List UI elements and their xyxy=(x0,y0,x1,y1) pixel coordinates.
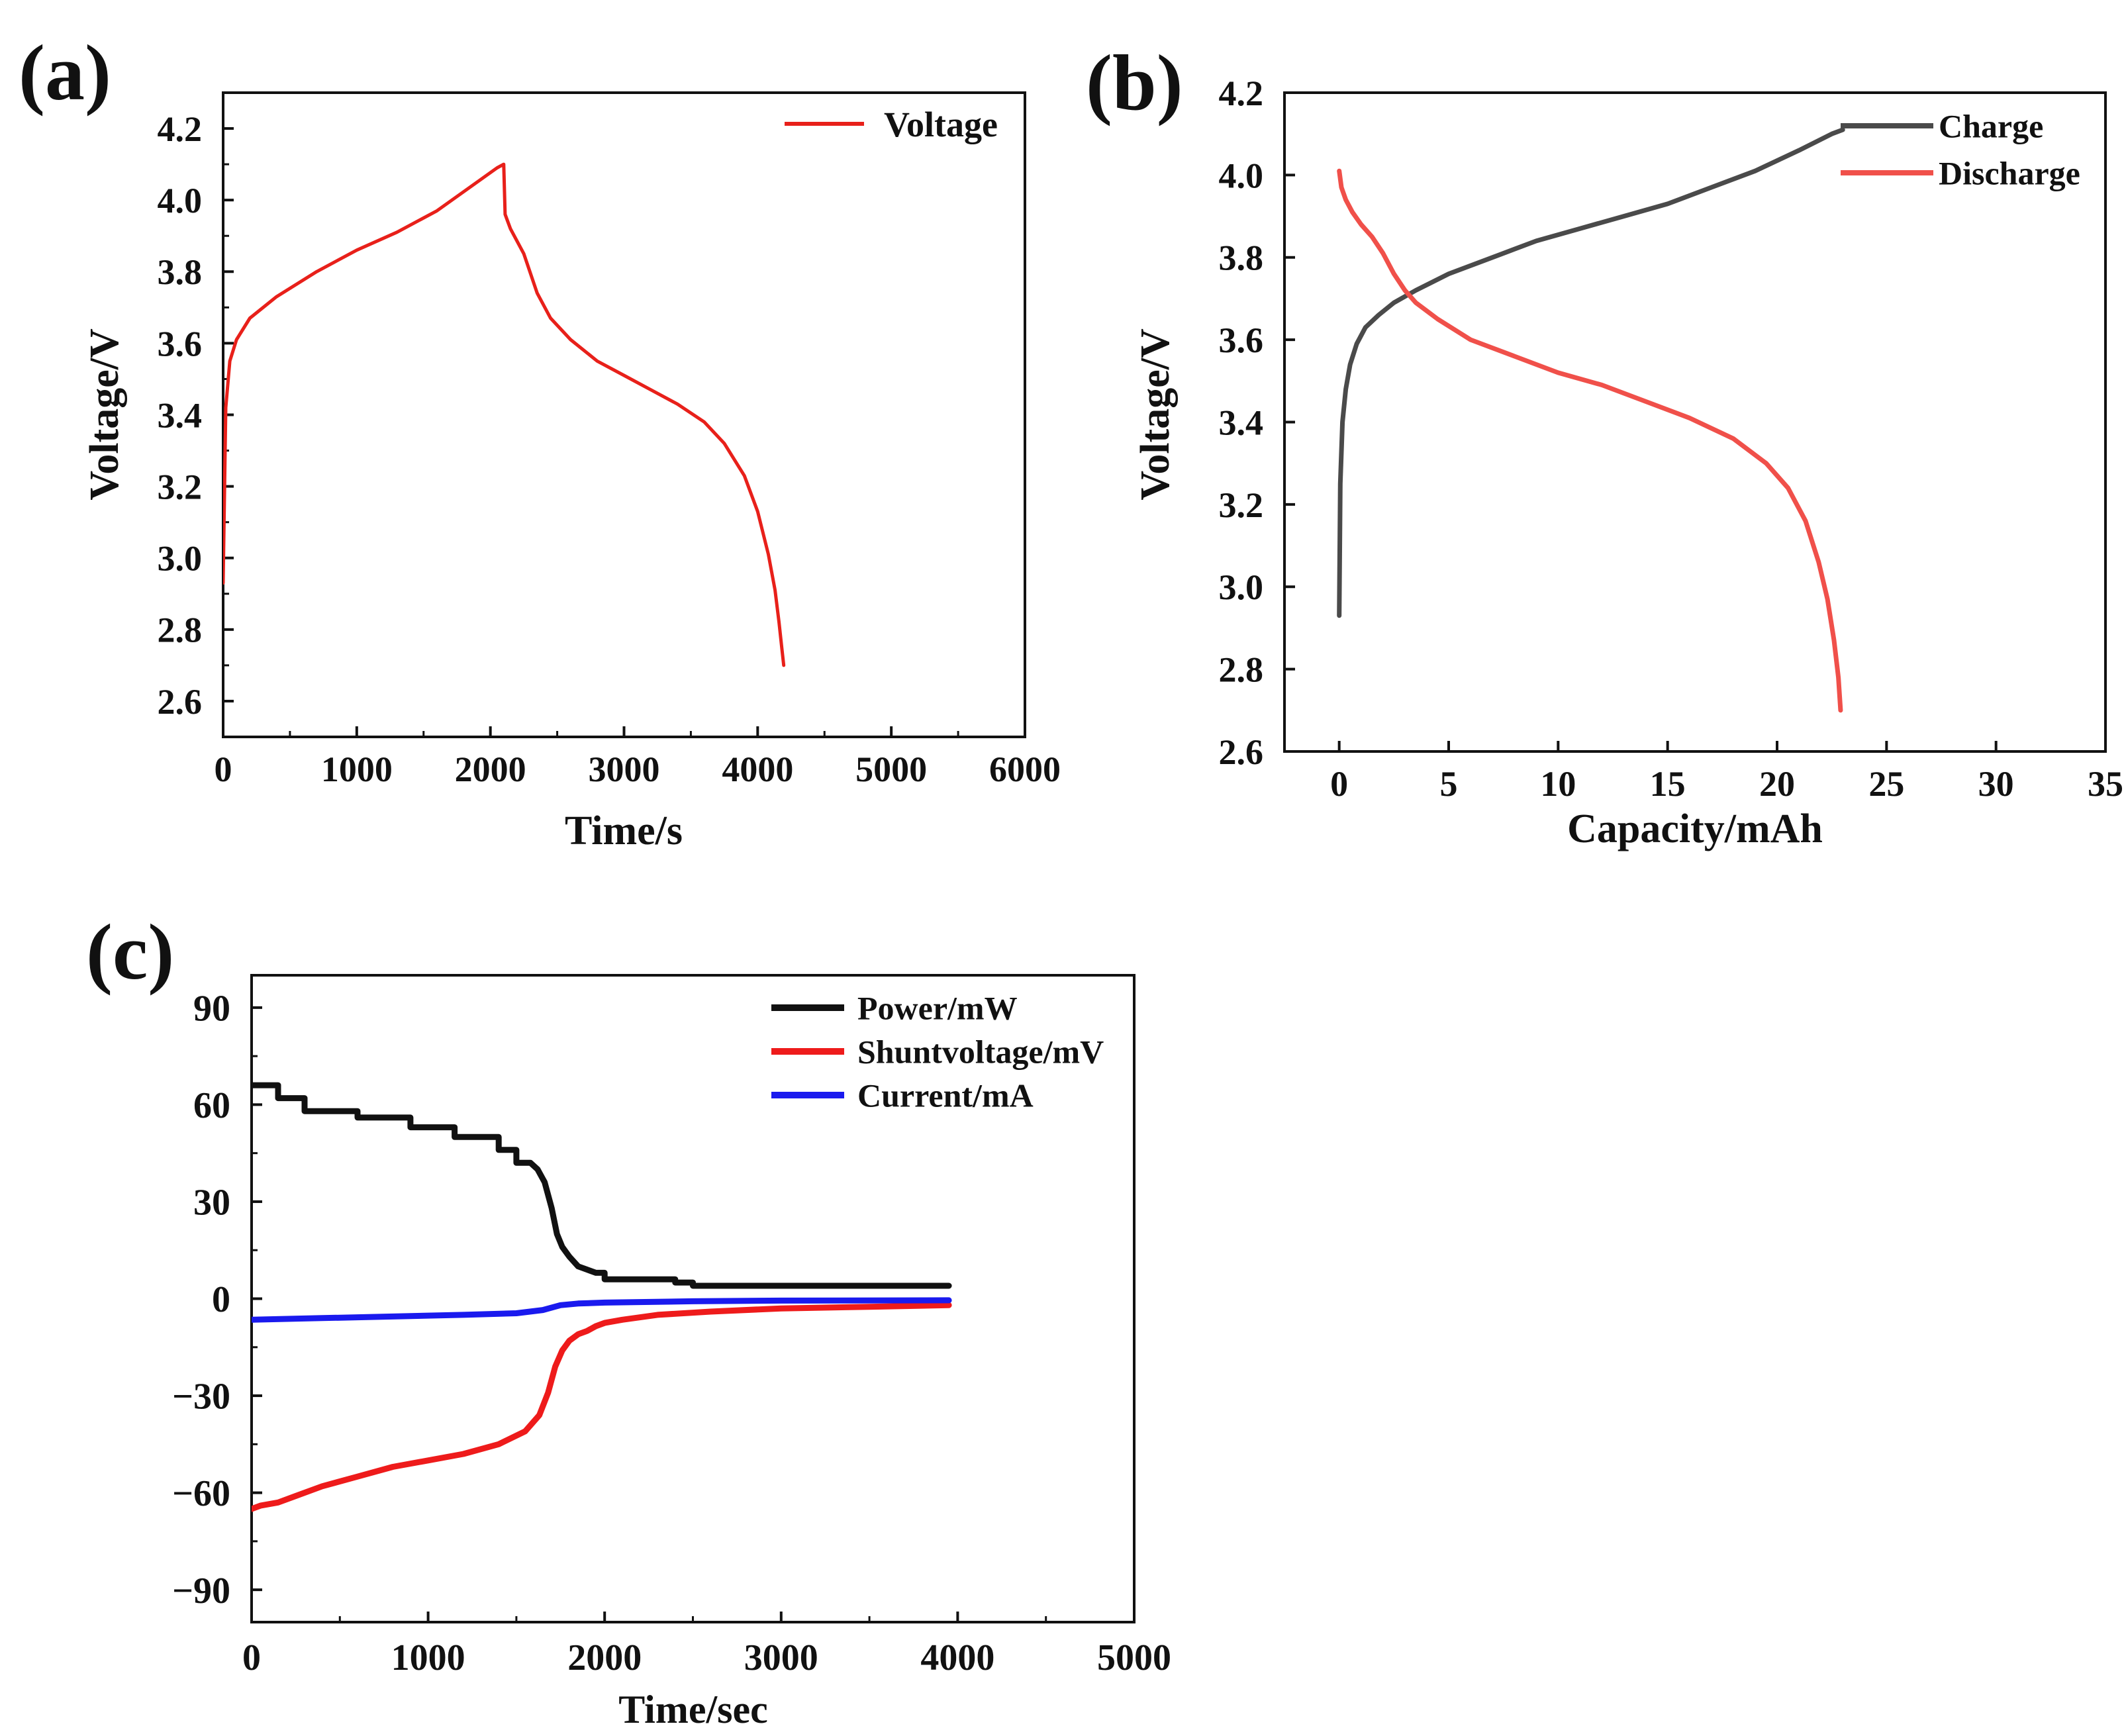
x-tick-label: 3000 xyxy=(744,1637,818,1678)
x-axis-label: Capacity/mAh xyxy=(1567,806,1823,851)
y-tick-label: 4.2 xyxy=(1219,73,1264,113)
y-tick-label: 30 xyxy=(193,1182,230,1224)
legend-label: Shuntvoltage/mV xyxy=(857,1034,1104,1071)
y-tick-label: 3.2 xyxy=(158,467,203,507)
series-line-discharge xyxy=(1337,168,1843,713)
x-tick-label: 2000 xyxy=(567,1637,642,1678)
y-tick-label: 4.0 xyxy=(1219,156,1264,195)
y-tick-label: 2.6 xyxy=(1219,732,1264,772)
y-tick-label: 3.0 xyxy=(158,539,203,579)
legend-label: Charge xyxy=(1939,108,2043,145)
y-tick-label: 3.8 xyxy=(158,252,203,292)
x-tick-label: 10 xyxy=(1540,764,1576,804)
panel-c-label: (c) xyxy=(86,908,174,996)
panel-a-chart: (a) 0 1000 2000 3000 4000 5000 6000 2.6 2.8 3.0 3.… xyxy=(19,28,1061,853)
y-tick-label: −90 xyxy=(172,1570,230,1612)
legend-label: Voltage xyxy=(884,105,998,144)
series-line-voltage xyxy=(223,162,786,667)
y-tick-label: 3.4 xyxy=(1219,403,1264,442)
y-tick-label: 3.2 xyxy=(1219,485,1264,525)
x-tick-label: 30 xyxy=(1978,764,2014,804)
y-tick-label: 3.6 xyxy=(1219,320,1264,360)
panel-b-label: (b) xyxy=(1086,38,1183,126)
y-tick-label: 3.6 xyxy=(158,324,203,363)
series-line-current-ma xyxy=(252,1297,952,1323)
x-tick-label: 15 xyxy=(1650,764,1686,804)
y-axis-label: Voltage/V xyxy=(1133,328,1178,501)
x-tick-label: 4000 xyxy=(920,1637,994,1678)
y-tick-label: 4.2 xyxy=(158,109,203,149)
y-tick-label: 3.4 xyxy=(158,395,203,435)
y-tick-label: −30 xyxy=(172,1376,230,1418)
x-tick-label: 35 xyxy=(2088,764,2123,804)
y-axis-label: Voltage/V xyxy=(82,328,127,501)
y-tick-label: 4.0 xyxy=(158,181,203,220)
y-tick-label: 90 xyxy=(193,988,230,1029)
legend-label: Power/mW xyxy=(857,990,1018,1027)
x-tick-label: 2000 xyxy=(455,749,526,789)
x-axis-label: Time/s xyxy=(565,808,683,853)
panel-a-label: (a) xyxy=(19,28,111,117)
y-tick-label: −60 xyxy=(172,1473,230,1514)
x-tick-label: 6000 xyxy=(989,749,1061,789)
series-line-charge xyxy=(1337,127,1845,618)
x-tick-label: 0 xyxy=(242,1637,261,1678)
x-tick-label: 0 xyxy=(1330,764,1348,804)
x-tick-label: 1000 xyxy=(391,1637,465,1678)
x-tick-label: 20 xyxy=(1759,764,1795,804)
x-tick-label: 5000 xyxy=(1097,1637,1171,1678)
panel-b-chart: (b) 0 5 10 15 20 25 30 35 2.6 2.8 3.0 3.2 3.4 3.6 3.8 4… xyxy=(1086,38,2123,851)
y-tick-label: 2.8 xyxy=(158,610,203,650)
y-tick-label: 3.0 xyxy=(1219,567,1264,607)
panel-c-chart: (c) 0 1000 2000 3000 4000 5000 −90 −60 −30 0 30 60 9… xyxy=(86,908,1171,1731)
y-tick-label: 3.8 xyxy=(1219,238,1264,278)
legend-label: Discharge xyxy=(1939,155,2080,192)
plot-frame xyxy=(222,91,1026,738)
x-tick-label: 25 xyxy=(1868,764,1904,804)
y-tick-label: 0 xyxy=(212,1279,230,1320)
x-tick-label: 0 xyxy=(215,749,232,789)
x-tick-label: 4000 xyxy=(722,749,793,789)
y-tick-label: 2.6 xyxy=(158,682,203,722)
x-tick-label: 1000 xyxy=(321,749,393,789)
x-tick-label: 5000 xyxy=(855,749,927,789)
x-tick-label: 5 xyxy=(1440,764,1458,804)
x-tick-label: 3000 xyxy=(589,749,660,789)
y-tick-label: 2.8 xyxy=(1219,650,1264,690)
series-line-power-mw xyxy=(252,1082,952,1289)
legend-label: Current/mA xyxy=(857,1077,1034,1114)
x-axis-label: Time/sec xyxy=(618,1688,768,1731)
y-tick-label: 60 xyxy=(193,1085,230,1126)
series-line-shuntvoltage-mv xyxy=(252,1302,952,1512)
